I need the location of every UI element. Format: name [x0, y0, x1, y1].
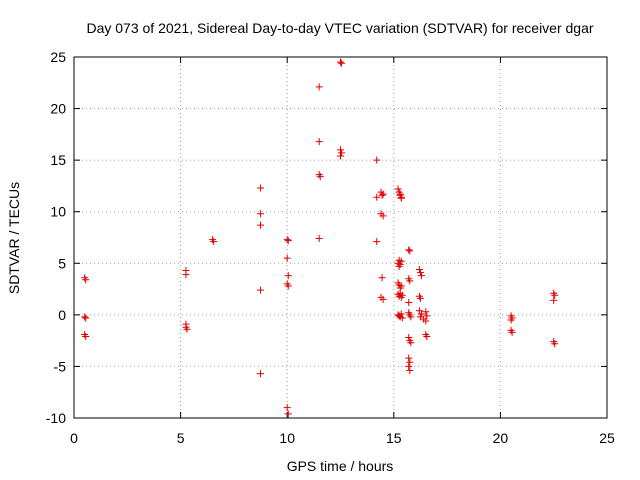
data-point: [422, 308, 430, 316]
data-point: [337, 146, 344, 154]
data-point: [378, 191, 386, 199]
data-point: [423, 333, 431, 341]
data-point: [418, 272, 426, 280]
data-point: [284, 272, 292, 280]
data-point: [551, 340, 559, 348]
data-point: [373, 193, 381, 201]
data-point: [423, 312, 431, 320]
data-point: [82, 314, 90, 322]
plot-frame: [73, 56, 608, 419]
data-point: [406, 367, 414, 375]
data-point: [283, 254, 291, 262]
data-point: [397, 194, 405, 202]
data-point: [418, 310, 426, 318]
x-tick-label: 10: [279, 430, 295, 446]
data-point: [315, 138, 323, 146]
data-point: [398, 291, 406, 299]
data-point: [397, 257, 405, 265]
data-point: [379, 295, 387, 303]
x-tick-label: 25: [599, 430, 615, 446]
data-point: [82, 333, 90, 341]
data-point: [397, 282, 405, 290]
x-axis-label: GPS time / hours: [287, 458, 394, 474]
data-point: [378, 274, 386, 282]
data-point: [257, 370, 265, 378]
y-tick-label: 5: [58, 255, 66, 271]
data-point: [315, 83, 323, 91]
data-point: [316, 173, 324, 181]
data-point: [406, 247, 414, 255]
data-point: [373, 156, 381, 164]
data-point: [182, 271, 190, 279]
data-point: [284, 282, 292, 290]
x-tick-label: 0: [70, 430, 78, 446]
data-points: [81, 58, 559, 418]
data-point: [284, 237, 292, 245]
x-tick-label: 15: [386, 430, 402, 446]
data-point: [210, 238, 218, 246]
data-point: [416, 269, 424, 277]
data-point: [81, 313, 89, 321]
data-point: [283, 236, 291, 244]
data-point: [397, 310, 405, 318]
x-tick-label: 20: [493, 430, 509, 446]
data-point: [183, 325, 191, 333]
data-point: [405, 334, 413, 342]
data-point: [82, 276, 90, 284]
data-point: [396, 190, 404, 198]
x-tick-label: 5: [177, 430, 185, 446]
data-point: [507, 316, 515, 324]
data-point: [407, 313, 415, 321]
data-point: [551, 291, 559, 299]
axis-ticks: 0 5 10 15 20 25 -10 -5 0 5 10 15 20 25: [46, 49, 615, 446]
data-point: [315, 235, 323, 243]
data-point: [508, 328, 516, 336]
data-point: [373, 238, 381, 246]
data-point: [257, 286, 265, 294]
y-tick-label: 20: [50, 101, 66, 117]
data-point: [415, 265, 423, 273]
y-tick-label: -5: [54, 358, 67, 374]
y-tick-label: 10: [50, 204, 66, 220]
data-point: [405, 354, 413, 362]
data-point: [405, 298, 413, 306]
data-point: [283, 404, 291, 412]
data-point: [257, 184, 265, 192]
data-point: [338, 149, 346, 157]
y-axis-label: SDTVAR / TECUs: [6, 182, 22, 294]
data-point: [394, 185, 402, 193]
data-point: [405, 362, 413, 370]
data-point: [406, 358, 414, 366]
data-point: [257, 210, 265, 218]
data-point: [550, 296, 558, 304]
data-point: [379, 190, 387, 198]
data-point: [338, 59, 346, 67]
data-point: [406, 277, 414, 285]
data-point: [379, 212, 387, 220]
data-point: [416, 294, 424, 302]
y-tick-label: 25: [50, 49, 66, 65]
grid: [74, 57, 607, 418]
chart-title: Day 073 of 2021, Sidereal Day-to-day VTE…: [86, 20, 593, 36]
data-point: [422, 317, 430, 325]
data-point: [337, 152, 344, 160]
y-tick-label: 0: [58, 307, 66, 323]
data-point: [407, 339, 415, 347]
data-point: [284, 410, 292, 418]
y-tick-label: 15: [50, 152, 66, 168]
data-point: [337, 58, 344, 66]
y-tick-label: -10: [46, 410, 66, 426]
data-point: [395, 262, 403, 270]
data-point: [405, 246, 413, 254]
data-point: [257, 221, 265, 229]
data-point: [398, 314, 406, 322]
